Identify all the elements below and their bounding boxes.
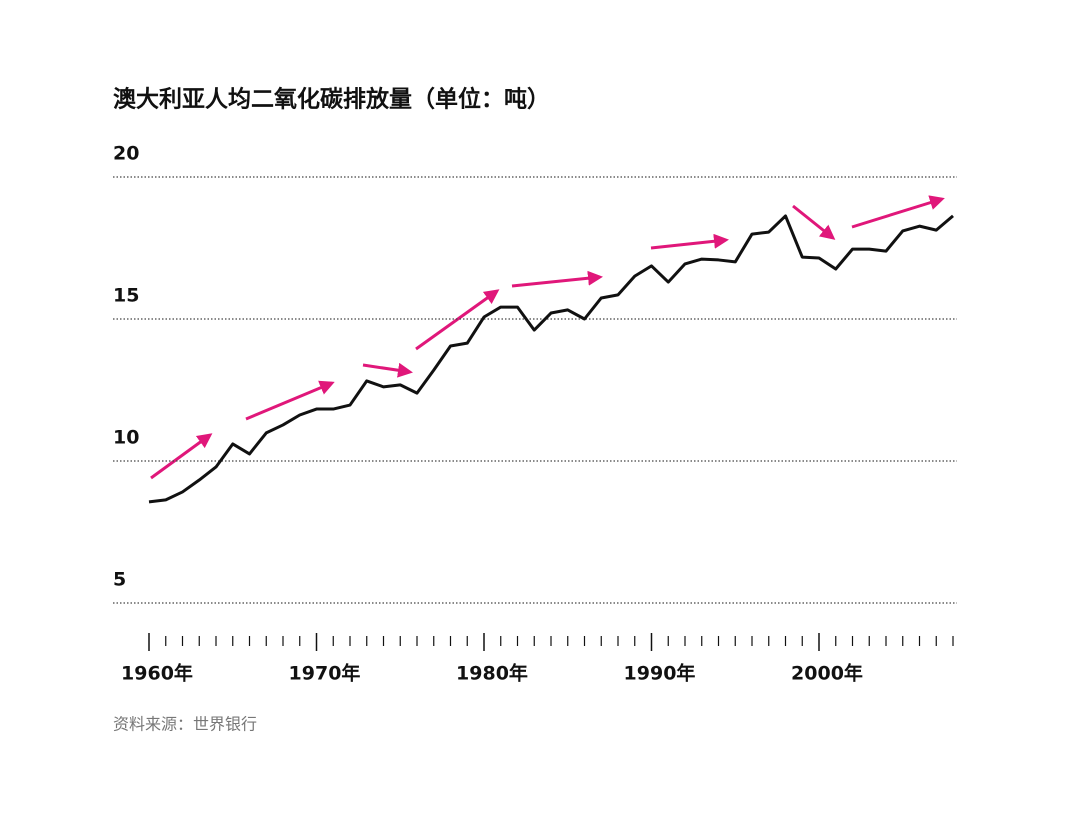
- x-tick-label: 1970年: [289, 662, 361, 685]
- x-tick-label: 2000年: [791, 662, 863, 685]
- arrow: [511, 270, 603, 288]
- y-tick-label: 20: [113, 143, 139, 165]
- chart-title: 澳大利亚人均二氧化碳排放量（单位：吨）: [113, 86, 550, 113]
- arrow: [362, 362, 413, 378]
- source: 资料来源：世界银行: [113, 715, 257, 734]
- x-tick-label: 1980年: [456, 662, 528, 685]
- y-tick-label: 5: [113, 569, 126, 591]
- x-tick-label: 1960年: [121, 662, 193, 685]
- annotation-arrows: [150, 195, 945, 480]
- y-tick-label: 15: [113, 285, 139, 307]
- data-line: [148, 214, 954, 504]
- x-tick-label: 1990年: [624, 662, 696, 685]
- arrow: [245, 380, 335, 421]
- arrow: [650, 233, 729, 250]
- arrow: [415, 289, 500, 351]
- arrow: [150, 433, 213, 480]
- arrow: [792, 204, 836, 240]
- y-tick-label: 10: [113, 427, 139, 449]
- arrow: [851, 195, 945, 229]
